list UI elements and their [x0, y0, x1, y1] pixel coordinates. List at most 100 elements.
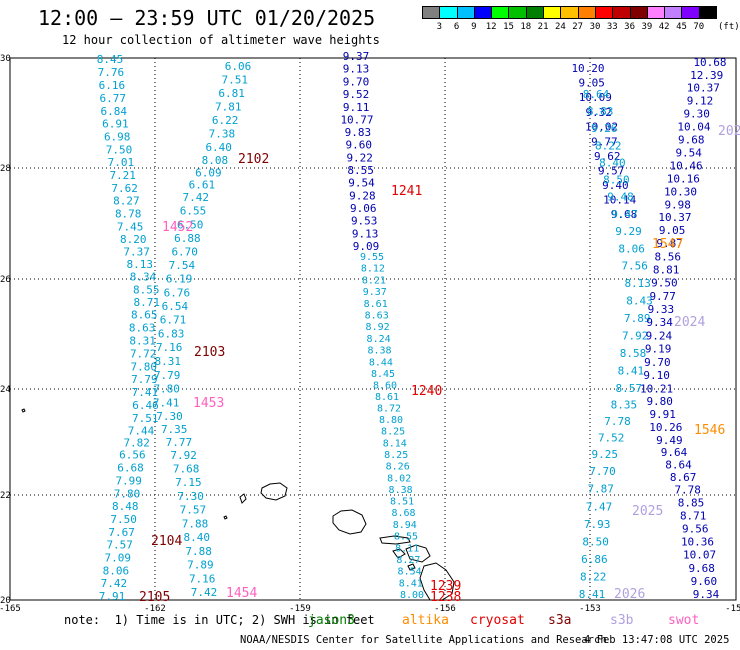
wave-height-value: 10.46: [670, 159, 703, 172]
wave-height-value: 7.80: [153, 383, 180, 396]
island-kahoolawe: [407, 563, 416, 571]
wave-height-value: 9.22: [346, 151, 373, 164]
wave-height-value: 6.55: [180, 205, 207, 218]
wave-height-value: 10.02: [585, 121, 618, 134]
lon-label: -150: [725, 604, 740, 614]
wave-height-value: 8.60: [373, 380, 397, 391]
wave-height-value: 8.41: [399, 578, 423, 589]
wave-height-value: 9.54: [675, 146, 702, 159]
wave-height-value: 8.68: [391, 508, 415, 519]
wave-height-value: 8.55: [133, 283, 160, 296]
wave-height-value: 7.51: [132, 412, 159, 425]
wave-height-value: 7.93: [584, 518, 611, 531]
wave-height-value: 6.71: [160, 314, 187, 327]
wave-height-value: 9.56: [682, 523, 709, 536]
wave-height-value: 8.80: [379, 415, 403, 426]
wave-height-value: 10.68: [693, 56, 726, 69]
wave-height-value: 8.58: [620, 347, 647, 360]
wave-height-value: 7.56: [621, 260, 648, 273]
legend-item-s3a: s3a: [548, 613, 572, 628]
wave-height-value: 7.09: [105, 552, 132, 565]
wave-height-value: 8.06: [618, 242, 645, 255]
wave-height-value: 9.87: [656, 237, 683, 250]
wave-height-value: 7.35: [161, 423, 188, 436]
wave-height-value: 9.33: [648, 303, 675, 316]
wave-height-value: 9.62: [594, 150, 621, 163]
wave-height-value: 6.16: [99, 79, 126, 92]
wave-height-value: 9.83: [345, 126, 372, 139]
wave-height-value: 9.37: [343, 50, 370, 63]
wave-height-value: 8.21: [362, 275, 386, 286]
wave-height-value: 8.61: [364, 299, 388, 310]
wave-height-value: 9.77: [591, 135, 618, 148]
wave-height-value: 8.71: [680, 509, 707, 522]
axis-labels: 30 28 26 24 22 20-165 -162 -159 -156 -153 -150: [0, 54, 740, 614]
wave-height-value: 8.27: [113, 195, 140, 208]
time-label: 1240: [411, 384, 442, 399]
legend-item-cryosat: cryosat: [470, 613, 525, 628]
wave-height-value: 8.72: [377, 404, 401, 415]
lat-lon-grid: [9, 57, 737, 601]
wave-height-value: 9.60: [346, 139, 373, 152]
wave-height-value: 7.57: [106, 539, 133, 552]
wave-height-value: 8.38: [389, 485, 413, 496]
scale-tick-label: 3: [436, 22, 442, 32]
wave-height-value: 8.22: [580, 570, 607, 583]
wave-height-value: 9.48: [607, 191, 634, 204]
wave-height-value: 7.99: [115, 474, 142, 487]
wave-height-value: 8.38: [367, 346, 391, 357]
scale-tick-label: 36: [624, 22, 636, 32]
wave-height-value: 9.32: [585, 106, 612, 119]
wave-height-value: 9.68: [611, 208, 638, 221]
wave-height-value: 6.46: [132, 399, 159, 412]
legend-item-s3b: s3b: [610, 613, 634, 628]
time-label: 2102: [238, 152, 269, 167]
small-islet-2: [21, 408, 26, 413]
wave-height-value: 7.15: [175, 476, 202, 489]
wave-height-value: 8.25: [384, 450, 408, 461]
wave-height-value: 9.80: [646, 395, 673, 408]
lon-label: -165: [0, 604, 21, 614]
wave-height-value: 8.12: [361, 264, 385, 275]
wave-height-value: 7.44: [128, 424, 155, 437]
wave-height-value: 8.25: [381, 427, 405, 438]
wave-height-value: 7.41: [153, 397, 180, 410]
wave-height-value: 8.40: [184, 531, 211, 544]
wave-height-value: 8.20: [120, 233, 147, 246]
wave-height-value: 7.88: [182, 517, 209, 530]
time-label: 1547: [652, 237, 683, 252]
wave-height-value: 9.06: [350, 202, 377, 215]
wave-height-value: 7.82: [123, 437, 150, 450]
wave-height-value: 7.57: [180, 504, 207, 517]
legend-item-jason3: jason3: [308, 613, 355, 628]
wave-height-value: 9.11: [343, 101, 370, 114]
wave-height-value: 8.83: [587, 105, 614, 118]
wave-height-value: 8.22: [595, 139, 622, 152]
wave-height-value: 6.98: [104, 131, 131, 144]
wave-height-value: 9.26: [591, 122, 618, 135]
wave-height-value: 8.14: [383, 438, 407, 449]
wave-height-value: 7.68: [173, 463, 200, 476]
wave-height-value: 6.91: [102, 118, 129, 131]
time-labels: 2102 1452 2103 1453 2104 2105 1454 1241 1240 1239…: [139, 124, 740, 605]
wave-height-value: 8.71: [134, 296, 161, 309]
wave-height-value: 8.55: [394, 532, 418, 543]
scale-tick-label: 70: [693, 22, 705, 32]
wave-height-value: 6.06: [225, 60, 252, 73]
wave-height-value: 9.28: [349, 189, 376, 202]
scale-tick-label: 33: [606, 22, 618, 32]
wave-height-value: 8.06: [103, 564, 130, 577]
wave-height-value: 9.70: [343, 75, 370, 88]
wave-height-value: 6.77: [100, 92, 127, 105]
wave-height-value: 8.45: [97, 53, 124, 66]
scale-tick-label: 15: [503, 22, 514, 32]
wave-height-value: 8.64: [583, 88, 610, 101]
time-label: 1241: [391, 184, 422, 199]
wave-height-value: 8.61: [375, 392, 399, 403]
wave-height-value: 10.20: [571, 62, 604, 75]
wave-height-value: 8.51: [390, 497, 414, 508]
island-lanai: [392, 548, 406, 559]
wave-height-value: 9.10: [643, 369, 670, 382]
scale-tick-label: 27: [572, 22, 584, 32]
